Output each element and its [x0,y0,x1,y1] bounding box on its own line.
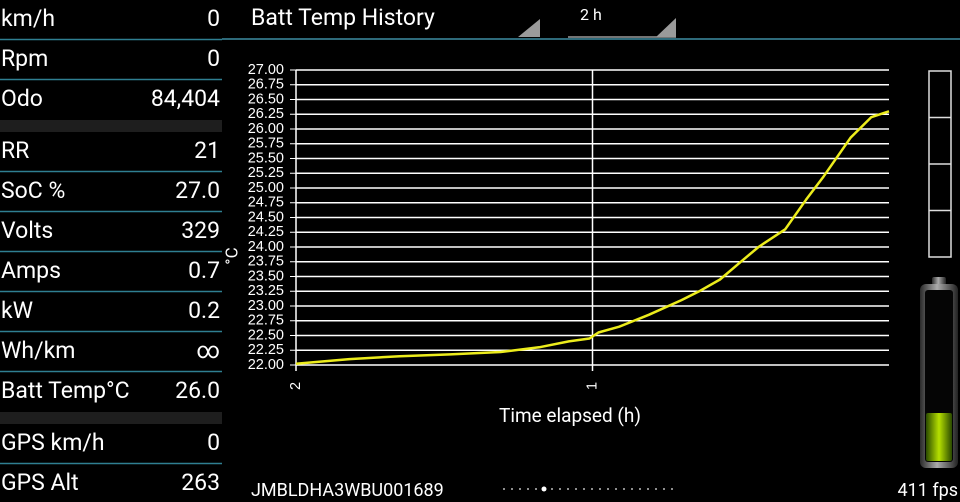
y-tick-label: 25.50 [248,150,284,166]
y-tick-label: 23.25 [248,283,284,299]
row-label: GPS km/h [1,429,105,456]
range-dropdown-arrow[interactable] [656,18,676,37]
y-tick-label: 23.00 [248,298,284,314]
row-value: 263 [181,469,220,496]
y-tick-label: 25.25 [248,165,284,181]
y-tick-label: 24.00 [248,239,284,255]
y-tick-label: 26.75 [248,77,284,93]
row-value: 84,404 [151,85,220,112]
fps-counter: 411 fps [898,480,958,501]
row-value: 329 [181,217,220,244]
row-label: Wh/km [1,337,75,364]
row-label: SoC % [1,177,65,204]
group-separator [0,120,222,132]
row-label: Volts [1,217,53,244]
x-axis-label: Time elapsed (h) [499,404,641,427]
y-tick-label: 26.25 [248,106,284,122]
row-label: km/h [1,5,55,32]
vin-label: JMBLDHA3WBU001689 [251,480,444,501]
x-tick-label: 1 [584,382,600,390]
y-tick-label: 27.00 [248,62,284,78]
y-tick-label: 22.50 [248,327,284,343]
row-label: RR [1,137,29,164]
y-tick-label: 26.50 [248,91,284,107]
row-label: kW [1,297,33,324]
row-value: 21 [194,137,220,164]
y-tick-label: 23.75 [248,254,284,270]
row-value: 27.0 [175,177,220,204]
y-tick-label: 23.50 [248,268,284,284]
title-dropdown-arrow[interactable] [518,19,540,37]
row-value: 0 [207,5,220,32]
y-tick-label: 22.75 [248,313,284,329]
battery-icon [920,277,958,468]
y-tick-label: 25.00 [248,180,284,196]
y-tick-label: 24.50 [248,209,284,225]
data-line [295,110,890,366]
row-label: Odo [1,85,43,112]
group-separator [0,412,222,424]
row-value: 0.2 [188,297,220,324]
y-tick-label: 24.25 [248,224,284,240]
row-value: 26.0 [175,377,220,404]
y-axis-label: °C [222,247,242,264]
y-tick-label: 22.25 [248,342,284,358]
y-tick-label: 26.00 [248,121,284,137]
row-value: 0 [207,429,220,456]
range-selector[interactable]: 2 h [580,5,602,24]
row-value: 0.7 [188,257,220,284]
row-value: ∞ [196,337,220,364]
level-bar [928,70,952,258]
y-tick-label: 24.75 [248,195,284,211]
y-tick-label: 22.00 [248,357,284,373]
page-indicator[interactable] [503,486,673,492]
x-tick-label: 2 [288,382,304,390]
screen-title: Batt Temp History [251,4,435,31]
row-label: Amps [1,257,61,284]
row-value: 0 [207,45,220,72]
row-label: Rpm [1,45,48,72]
row-label: Batt Temp°C [1,377,130,404]
y-tick-label: 25.75 [248,136,284,152]
row-label: GPS Alt [1,469,79,496]
